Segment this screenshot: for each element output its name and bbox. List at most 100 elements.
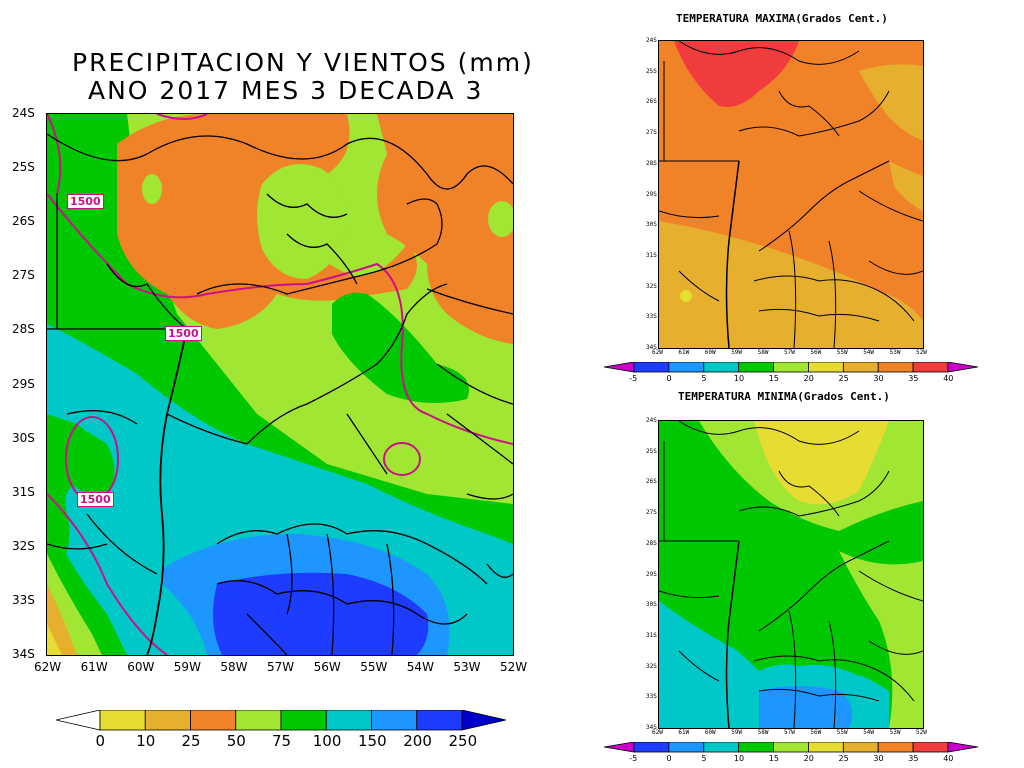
colorbar-segment (416, 710, 463, 731)
lat-tick-label: 30S (646, 221, 657, 229)
colorbar-tick-label: -5 (629, 754, 638, 763)
lat-tick-label: 32S (646, 282, 657, 290)
colorbar-segment (99, 710, 146, 731)
colorbar-segment (773, 362, 809, 373)
colorbar-tick-label: 25 (838, 754, 849, 763)
colorbar-tick-label: 0 (666, 374, 672, 383)
colorbar-tick-label: 150 (358, 732, 387, 750)
colorbar-arrow-left (604, 742, 635, 753)
lon-tick-label: 61W (80, 660, 108, 674)
lon-tick-label: 57W (267, 660, 295, 674)
colorbar-arrow-right (947, 362, 978, 373)
lat-tick-label: 34S (646, 344, 657, 351)
lat-tick-label: 26S (646, 478, 657, 486)
lat-tick-label: 31S (646, 251, 657, 259)
colorbar-arrow-left (604, 362, 635, 373)
colorbar-tick-label: 35 (908, 374, 919, 383)
lat-tick-label: 32S (12, 538, 35, 553)
colorbar-segment (703, 362, 740, 373)
lat-tick-label: 32S (646, 662, 657, 670)
contour-label: 1500 (77, 492, 114, 507)
colorbar-segment (773, 742, 809, 753)
colorbar-segment (703, 742, 740, 753)
lon-tick-label: 55W (836, 349, 848, 356)
lat-tick-label: 33S (646, 693, 657, 701)
colorbar-tick-label: 0 (95, 732, 106, 750)
colorbar-tick-label: 20 (803, 754, 814, 763)
lat-tick-label: 33S (646, 313, 657, 321)
lat-tick-label: 28S (646, 539, 657, 547)
colorbar-segment (668, 742, 705, 753)
colorbar-segment (738, 362, 774, 373)
lon-tick-label: 62W (34, 660, 62, 674)
tmax-colorbar (604, 362, 978, 373)
colorbar-segment (808, 742, 844, 753)
lon-tick-label: 53W (889, 349, 901, 356)
lon-tick-label: 56W (313, 660, 341, 674)
colorbar-tick-label: 5 (701, 754, 707, 763)
lat-tick-label: 31S (12, 484, 35, 499)
colorbar-tick-label: 5 (701, 374, 707, 383)
colorbar-segment (633, 742, 670, 753)
colorbar-tick-label: 40 (943, 754, 954, 763)
colorbar-segment (738, 742, 774, 753)
colorbar-tick-label: 100 (312, 732, 342, 750)
colorbar-segment (280, 710, 327, 731)
lat-tick-label: 29S (646, 190, 657, 198)
lat-tick-label: 29S (12, 376, 35, 391)
colorbar-tick-label: 40 (943, 374, 954, 383)
main-title-line2: ANO 2017 MES 3 DECADA 3 (88, 76, 484, 105)
lat-tick-label: 29S (646, 570, 657, 578)
lon-tick-label: 60W (127, 660, 155, 674)
lon-tick-label: 60W (704, 729, 716, 736)
lon-tick-label: 54W (863, 349, 875, 356)
lat-tick-label: 25S (646, 67, 657, 75)
lat-tick-label: 26S (646, 98, 657, 106)
colorbar-segment (842, 742, 879, 753)
tmin-colorbar (604, 742, 978, 753)
lon-tick-label: 57W (784, 349, 795, 356)
colorbar-tick-label: 0 (666, 754, 672, 763)
colorbar-arrow-right (947, 742, 978, 753)
colorbar-tick-label: 25 (181, 732, 201, 750)
colorbar-tick-label: 10 (733, 374, 745, 383)
colorbar-segment (842, 362, 879, 373)
colorbar-segment (235, 710, 282, 731)
lat-tick-label: 24S (12, 106, 35, 120)
lat-tick-label: 26S (12, 214, 35, 229)
precipitation-map-canvas (47, 114, 513, 655)
lon-tick-label: 61W (678, 349, 690, 356)
lon-tick-label: 54W (406, 660, 434, 674)
colorbar-segment (912, 742, 949, 753)
lon-tick-label: 59W (731, 729, 743, 736)
lat-tick-label: 33S (12, 592, 35, 607)
colorbar-segment (877, 362, 914, 373)
colorbar-tick-label: 250 (448, 732, 478, 750)
tmin-title: TEMPERATURA MINIMA(Grados Cent.) (678, 390, 890, 403)
lon-tick-label: 62W (652, 729, 663, 736)
colorbar-tick-label: 15 (768, 374, 779, 383)
colorbar-arrow-left (56, 710, 101, 731)
lon-tick-label: 54W (863, 729, 875, 736)
lon-tick-label: 58W (220, 660, 248, 674)
tmin-map (658, 420, 924, 729)
colorbar-tick-label: 15 (768, 754, 779, 763)
lat-tick-label: 27S (646, 509, 657, 517)
contour-label: 1500 (67, 194, 104, 209)
colorbar-tick-label: 30 (873, 754, 884, 763)
colorbar-segment (877, 742, 914, 753)
lat-tick-label: 34S (12, 647, 35, 661)
lat-tick-label: 27S (12, 268, 35, 283)
colorbar-tick-label: 10 (733, 754, 745, 763)
precipitation-map: 1500 1500 1500 (46, 113, 514, 656)
lon-tick-label: 56W (810, 349, 822, 356)
colorbar-tick-label: 200 (403, 732, 432, 750)
colorbar-tick-label: 75 (272, 732, 292, 750)
tmax-title: TEMPERATURA MAXIMA(Grados Cent.) (676, 12, 888, 25)
colorbar-tick-label: 50 (226, 732, 246, 750)
lon-tick-label: 60W (704, 349, 716, 356)
tmax-map-canvas (659, 41, 923, 348)
lat-tick-label: 25S (12, 160, 35, 175)
lon-tick-label: 59W (731, 349, 743, 356)
lat-tick-label: 30S (12, 430, 35, 445)
